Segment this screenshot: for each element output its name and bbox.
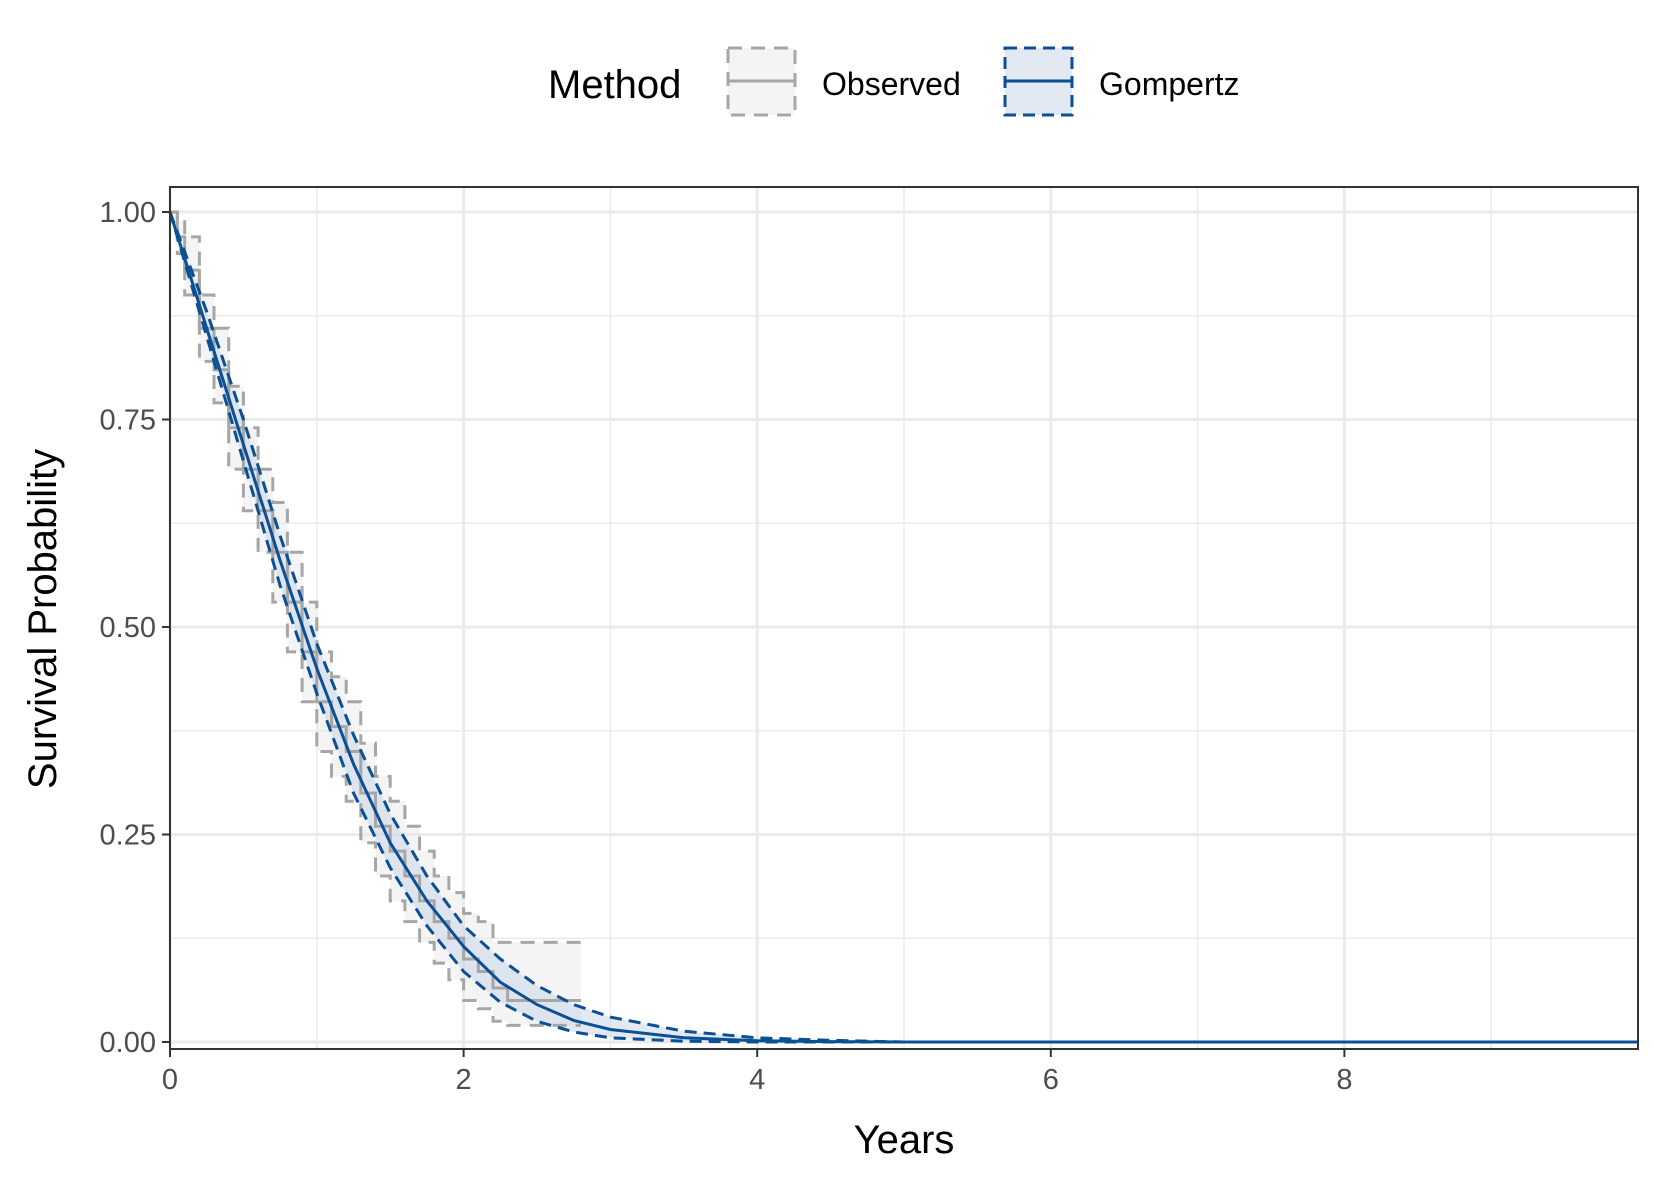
- x-tick-label: 8: [1336, 1064, 1352, 1096]
- y-tick-label: 0.75: [100, 405, 156, 437]
- x-tick-label: 0: [162, 1064, 178, 1096]
- y-axis: 0.00 0.25 0.50 0.75 1.00: [100, 197, 170, 1059]
- lower-ci-observed: [170, 210, 581, 1027]
- upper-ci-gompertz: [168, 211, 1638, 1044]
- y-tick-label: 0.25: [100, 820, 156, 852]
- y-axis-title: Survival Probability: [21, 449, 65, 789]
- x-axis-title: Years: [854, 1118, 955, 1162]
- legend-key-gompertz: [1003, 46, 1074, 117]
- x-tick-label: 2: [456, 1064, 472, 1096]
- legend-title: Method: [548, 63, 681, 107]
- x-tick-label: 4: [749, 1064, 765, 1096]
- line-gompertz: [168, 211, 1638, 1044]
- y-tick-label: 0.50: [100, 612, 156, 644]
- plot-panel: [168, 186, 1639, 1050]
- legend-label-observed: Observed: [822, 66, 961, 102]
- y-tick-label: 0.00: [100, 1027, 156, 1059]
- y-tick-label: 1.00: [100, 197, 156, 229]
- grid-minor: [170, 187, 1638, 1049]
- legend: Method Observed Gompertz: [548, 46, 1239, 117]
- panel-border: [169, 186, 1639, 1050]
- x-axis: 0 2 4 6 8: [162, 1049, 1352, 1096]
- legend-key-observed: [726, 46, 797, 117]
- x-tick-label: 6: [1043, 1064, 1059, 1096]
- survival-lines: [168, 210, 1638, 1044]
- legend-label-gompertz: Gompertz: [1099, 66, 1239, 102]
- upper-ci-observed: [170, 210, 581, 944]
